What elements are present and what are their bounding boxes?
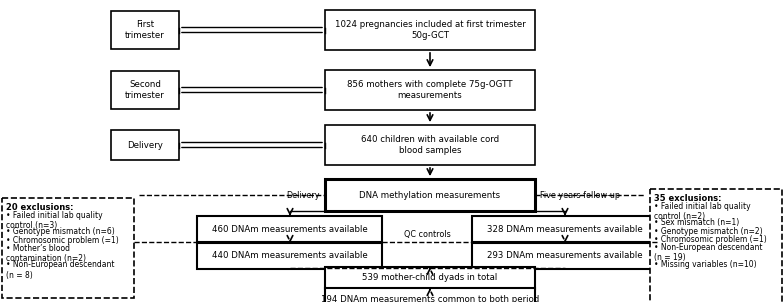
Bar: [325, 70, 535, 110]
Text: • Mother’s blood
contamination (n=2): • Mother’s blood contamination (n=2): [6, 244, 86, 263]
Text: 640 children with available cord
blood samples: 640 children with available cord blood s…: [361, 135, 499, 155]
Text: 1024 pregnancies included at first trimester
50g-GCT: 1024 pregnancies included at first trime…: [335, 20, 525, 40]
Bar: [111, 130, 179, 160]
Text: DNA methylation measurements: DNA methylation measurements: [359, 191, 500, 200]
Text: • Failed initial lab quality
control (n=2): • Failed initial lab quality control (n=…: [654, 202, 750, 221]
Bar: [473, 216, 658, 242]
Text: • Chromosomic problem (=1): • Chromosomic problem (=1): [654, 235, 767, 244]
Bar: [325, 125, 535, 165]
Text: 35 exclusions:: 35 exclusions:: [654, 194, 721, 203]
Text: 460 DNAm measurements available: 460 DNAm measurements available: [212, 224, 368, 233]
Text: • Non-European descendant
(n = 8): • Non-European descendant (n = 8): [6, 260, 114, 280]
Bar: [198, 216, 383, 242]
Text: 328 DNAm measurements available: 328 DNAm measurements available: [487, 224, 643, 233]
Text: • Sex mismatch (n=1): • Sex mismatch (n=1): [654, 218, 739, 227]
Text: • Missing variables (n=10): • Missing variables (n=10): [654, 259, 757, 268]
Text: Delivery: Delivery: [286, 191, 320, 200]
Bar: [111, 11, 179, 49]
Bar: [325, 267, 535, 289]
Text: • Failed initial lab quality
control (n=3): • Failed initial lab quality control (n=…: [6, 211, 103, 230]
Bar: [325, 179, 535, 211]
Bar: [111, 71, 179, 109]
Text: Second
trimester: Second trimester: [125, 80, 165, 100]
Text: 539 mother-child dyads in total: 539 mother-child dyads in total: [362, 274, 498, 282]
Text: 20 exclusions:: 20 exclusions:: [6, 203, 74, 212]
Text: 293 DNAm measurements available: 293 DNAm measurements available: [487, 252, 643, 261]
Text: • Genotype mismatch (n=2): • Genotype mismatch (n=2): [654, 226, 763, 236]
Text: • Genotype mismatch (n=6): • Genotype mismatch (n=6): [6, 227, 114, 236]
Text: • Non-European descendant
(n = 19): • Non-European descendant (n = 19): [654, 243, 763, 262]
Bar: [473, 243, 658, 269]
Text: 440 DNAm measurements available: 440 DNAm measurements available: [212, 252, 368, 261]
Text: 194 DNAm measurements common to both period: 194 DNAm measurements common to both per…: [321, 294, 539, 302]
Text: Five years follow-up: Five years follow-up: [540, 191, 620, 200]
Text: Delivery: Delivery: [127, 140, 163, 149]
Text: First
trimester: First trimester: [125, 20, 165, 40]
Bar: [325, 10, 535, 50]
Bar: [325, 288, 535, 302]
Bar: [2, 198, 134, 298]
Text: QC controls: QC controls: [404, 230, 450, 239]
Text: 856 mothers with complete 75g-OGTT
measurements: 856 mothers with complete 75g-OGTT measu…: [347, 80, 513, 100]
Bar: [198, 243, 383, 269]
Text: • Chromosomic problem (=1): • Chromosomic problem (=1): [6, 236, 118, 245]
Bar: [650, 189, 782, 302]
